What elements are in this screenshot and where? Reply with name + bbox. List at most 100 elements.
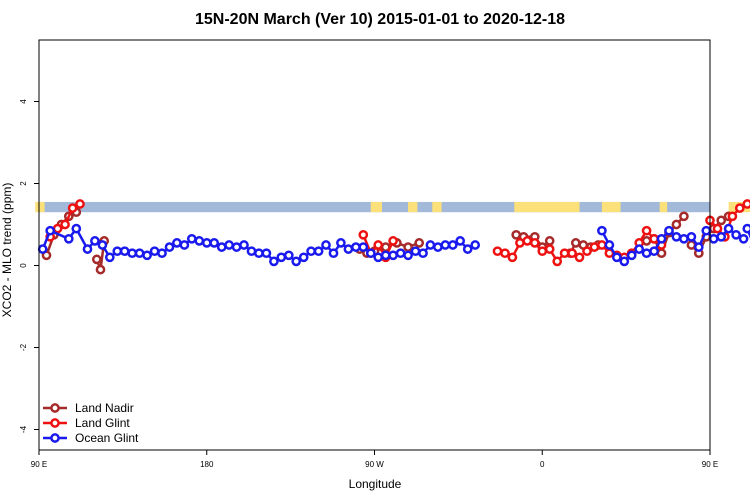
map-strip <box>35 201 750 213</box>
data-point <box>686 231 697 242</box>
data-point <box>656 233 667 244</box>
data-point <box>693 242 704 252</box>
y-tick-label-3: 2 <box>19 181 28 186</box>
data-point <box>597 225 607 236</box>
data-point <box>97 240 108 250</box>
y-axis-ticks: -4 -2 0 2 4 <box>19 99 39 433</box>
data-point <box>71 223 82 234</box>
data-point <box>358 242 369 252</box>
data-point <box>112 246 123 257</box>
map-strip-land-0 <box>35 201 45 213</box>
data-point <box>90 236 100 246</box>
data-point <box>641 236 652 246</box>
data-point <box>254 248 264 259</box>
data-point <box>95 264 106 275</box>
data-point <box>686 240 697 250</box>
data-point <box>671 219 682 230</box>
data-point <box>201 238 212 248</box>
data-point <box>425 240 436 250</box>
data-point <box>522 236 533 246</box>
data-point <box>447 240 458 250</box>
data-point <box>716 215 727 226</box>
y-tick-label-1: -2 <box>19 343 28 351</box>
x-tick-label-2: 90 W <box>365 460 384 469</box>
data-point <box>742 199 750 209</box>
data-point <box>641 248 652 259</box>
data-point <box>492 246 503 257</box>
data-point <box>37 244 48 254</box>
data-point <box>701 225 712 236</box>
data-point <box>511 229 522 240</box>
data-point <box>75 199 85 209</box>
data-point <box>433 242 443 252</box>
data-point <box>313 246 324 257</box>
data-point <box>723 223 734 234</box>
y-tick-label-2: 0 <box>19 263 28 268</box>
data-point <box>134 248 145 259</box>
data-point <box>298 252 309 263</box>
data-point <box>679 211 689 222</box>
data-point <box>403 250 413 261</box>
map-strip-land-3 <box>432 201 442 213</box>
y-tick-label-0: -4 <box>19 425 28 433</box>
map-strip-land-5 <box>601 201 621 213</box>
chart-title: 15N-20N March (Ver 10) 2015-01-01 to 202… <box>195 11 565 28</box>
data-point <box>63 233 74 244</box>
data-point <box>731 229 741 240</box>
legend-label-0: Land Nadir <box>75 401 134 415</box>
data-point <box>727 211 738 222</box>
data-point <box>388 236 398 246</box>
y-axis-label: XCO2 - MLO trend (ppm) <box>0 183 14 318</box>
data-point <box>67 203 78 213</box>
legend-label-2: Ocean Glint <box>75 431 139 445</box>
data-point <box>500 248 510 259</box>
data-point <box>544 244 555 254</box>
data-point <box>239 240 249 250</box>
data-point <box>664 225 674 236</box>
data-point <box>515 238 525 248</box>
data-point <box>246 246 257 257</box>
data-point <box>276 252 287 263</box>
data-point <box>336 238 346 248</box>
data-point <box>604 240 615 250</box>
data-point <box>283 250 294 261</box>
x-tick-label-4: 90 E <box>702 460 718 469</box>
data-point <box>261 248 272 259</box>
x-tick-label-1: 180 <box>200 460 214 469</box>
data-point <box>231 242 242 252</box>
data-point <box>716 231 727 242</box>
data-point <box>186 233 197 244</box>
y-tick-label-4: 4 <box>19 99 28 104</box>
data-point <box>574 252 585 263</box>
data-point <box>712 223 723 234</box>
data-point <box>559 248 570 259</box>
data-point <box>626 250 637 261</box>
data-point <box>142 250 152 261</box>
data-point <box>455 236 466 246</box>
data-point <box>209 238 220 248</box>
legend-marker-0 <box>50 403 60 413</box>
data-point <box>82 244 93 254</box>
data-point <box>351 242 361 252</box>
data-point <box>52 223 63 234</box>
data-point <box>306 246 316 257</box>
data-point <box>634 244 645 254</box>
data-point <box>611 252 622 263</box>
map-strip-land-4 <box>514 201 580 213</box>
data-point <box>544 236 555 246</box>
data-point <box>157 248 167 259</box>
data-point <box>328 248 339 259</box>
data-point <box>671 231 682 242</box>
data-point <box>373 240 384 250</box>
map-strip-land-1 <box>370 201 382 213</box>
data-point <box>403 242 413 252</box>
data-point <box>395 248 406 259</box>
data-point <box>224 240 234 250</box>
legend-marker-2 <box>50 433 60 443</box>
x-axis-ticks: 90 E 180 90 W 0 90 E <box>31 450 718 469</box>
series-layer <box>37 199 750 275</box>
data-point <box>649 233 659 244</box>
data-point <box>164 242 175 252</box>
